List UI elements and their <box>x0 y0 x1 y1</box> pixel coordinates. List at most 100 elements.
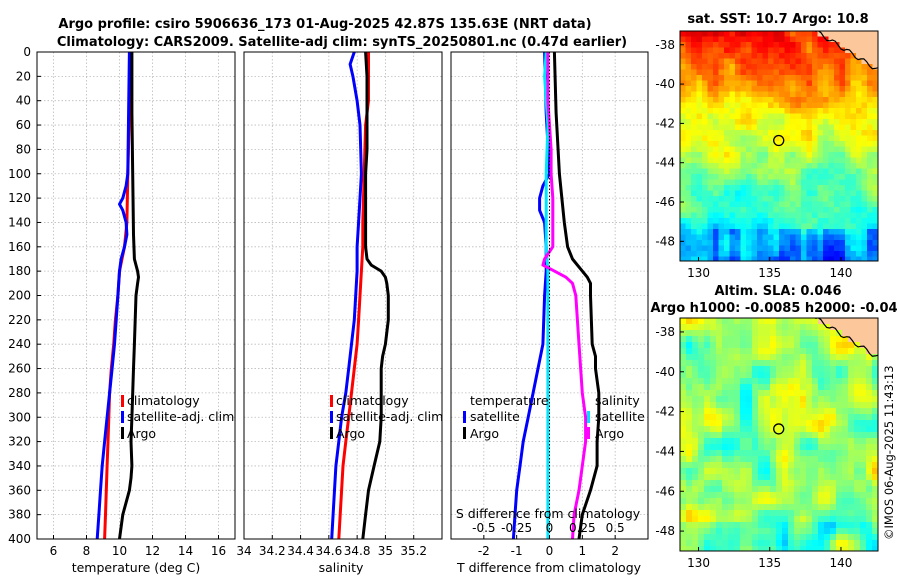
map-cell <box>762 251 769 258</box>
map-cell <box>795 185 802 192</box>
series-line-satellite-adj-clim <box>330 51 363 540</box>
map-cell <box>834 97 841 104</box>
map-cell <box>839 179 846 186</box>
map-cell <box>806 510 813 517</box>
map-cell <box>823 80 830 87</box>
map-cell <box>746 528 753 535</box>
map-cell <box>779 157 786 164</box>
map-cell <box>735 223 742 230</box>
map-cell <box>707 102 714 109</box>
map-cell <box>768 113 775 120</box>
secondary-x-tick-label: -0.25 <box>501 521 532 535</box>
map-cell <box>757 130 764 137</box>
map-cell <box>680 80 687 87</box>
map-cell <box>800 366 807 373</box>
map-cell <box>773 108 780 115</box>
map-cell <box>800 378 807 385</box>
map-cell <box>691 234 698 241</box>
map-cell <box>746 97 753 104</box>
map-cell <box>692 324 699 331</box>
map-cell <box>856 218 863 225</box>
map-cell <box>773 229 780 236</box>
map-cell <box>842 372 849 379</box>
map-cell <box>691 91 698 98</box>
map-cell <box>779 185 786 192</box>
map-cell <box>817 91 824 98</box>
map-cell <box>861 190 868 197</box>
map-cell <box>762 130 769 137</box>
map-cell <box>680 504 687 511</box>
map-cell <box>773 124 780 131</box>
map-cell <box>854 342 861 349</box>
map-cell <box>779 163 786 170</box>
map-cell <box>854 444 861 451</box>
map-cell <box>795 124 802 131</box>
map-cell <box>746 372 753 379</box>
map-cell <box>751 53 758 60</box>
map-cell <box>784 113 791 120</box>
map-cell <box>856 64 863 71</box>
map-cell <box>860 498 867 505</box>
map-cell <box>850 119 857 126</box>
map-cell <box>817 207 824 214</box>
map-cell <box>773 256 780 261</box>
map-cell <box>850 102 857 109</box>
map-cell <box>692 396 699 403</box>
temperature-xlabel: temperature (deg C) <box>72 560 201 575</box>
map-cell <box>818 522 825 529</box>
sst-map-title: sat. SST: 10.7 Argo: 10.8 <box>687 12 868 27</box>
map-cell <box>856 124 863 131</box>
map-cell <box>768 163 775 170</box>
map-cell <box>788 516 795 523</box>
map-cell <box>790 31 797 38</box>
map-cell <box>768 124 775 131</box>
map-cell <box>856 240 863 247</box>
map-cell <box>680 426 687 433</box>
map-cell <box>764 330 771 337</box>
map-cell <box>806 504 813 511</box>
map-cell <box>751 69 758 76</box>
map-cell <box>746 36 753 43</box>
map-cell <box>686 432 693 439</box>
map-cell <box>768 91 775 98</box>
map-cell <box>790 207 797 214</box>
map-cell <box>686 426 693 433</box>
map-cell <box>746 402 753 409</box>
map-cell <box>866 492 873 499</box>
map-cell <box>746 146 753 153</box>
map-cell <box>788 498 795 505</box>
map-cell <box>794 342 801 349</box>
map-cell <box>758 480 765 487</box>
map-cell <box>812 468 819 475</box>
map-cell <box>779 124 786 131</box>
map-lat-label: -40 <box>655 365 675 379</box>
map-cell <box>872 408 878 415</box>
map-cell <box>702 64 709 71</box>
map-cell <box>788 522 795 529</box>
x-tick-label: 34.2 <box>259 544 286 558</box>
map-cell <box>729 251 736 258</box>
map-cell <box>854 468 861 475</box>
map-cell <box>704 426 711 433</box>
map-cell <box>728 510 735 517</box>
map-cell <box>800 486 807 493</box>
map-cell <box>794 540 801 547</box>
map-cell <box>722 390 729 397</box>
map-cell <box>718 229 725 236</box>
map-cell <box>872 324 878 331</box>
map-cell <box>800 510 807 517</box>
map-cell <box>836 372 843 379</box>
map-cell <box>722 480 729 487</box>
map-cell <box>740 218 747 225</box>
map-cell <box>794 384 801 391</box>
map-cell <box>746 47 753 54</box>
map-cell <box>860 342 867 349</box>
map-cell <box>830 516 837 523</box>
map-cell <box>782 534 789 541</box>
map-cell <box>710 324 717 331</box>
map-cell <box>710 414 717 421</box>
map-cell <box>716 420 723 427</box>
map-cell <box>704 546 711 551</box>
map-cell <box>779 80 786 87</box>
map-cell <box>867 124 874 131</box>
